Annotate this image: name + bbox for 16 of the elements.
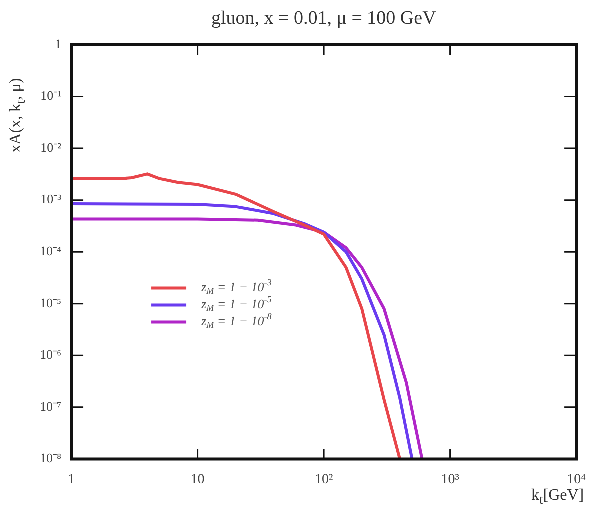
y-tick-label: 10⁻⁸ [40,450,62,466]
y-tick-label: 10⁻⁶ [40,347,62,362]
x-axis-title: k$_{t}$[GeV] [532,487,584,508]
y-tick-label: 1 [55,36,62,52]
y-tick-label: 10⁻³ [40,192,62,207]
y-tick-label: 10⁻⁴ [40,244,62,259]
y-tick-label: 10⁻⁷ [40,398,62,414]
chart-title: gluon, x = 0.01, μ = 100 GeV [212,8,436,30]
x-tick-label: 10² [314,472,334,488]
y-tick-label: 10⁻⁵ [40,295,62,310]
x-tick-label: 1 [68,472,76,488]
x-tick-label: 10 [190,472,205,488]
x-tick-label: 10³ [441,472,460,488]
y-tick-label: 10⁻¹ [40,88,62,104]
y-tick-label: 10⁻² [40,140,62,155]
x-tick-label: 10⁴ [567,472,586,488]
